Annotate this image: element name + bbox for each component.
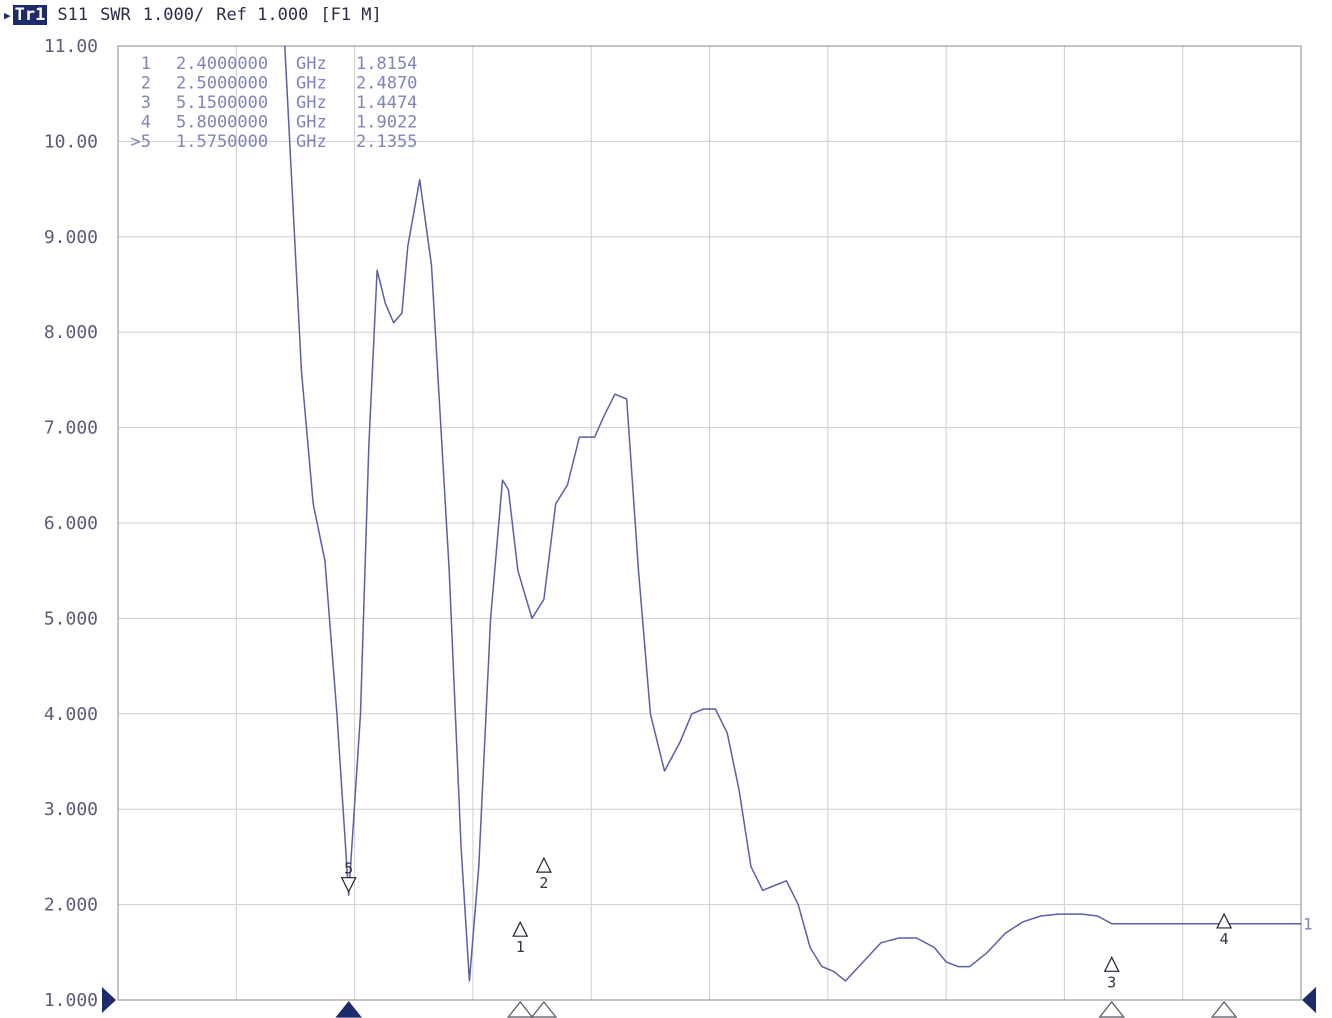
marker-table-unit: GHz (296, 54, 327, 74)
marker-2-label: 2 (539, 874, 548, 892)
y-tick-label: 2.000 (44, 895, 98, 916)
marker-5-label: 5 (344, 860, 353, 878)
marker-table: 1 2.4000000 GHz 1.8154 2 2.5000000 GHz 2.4870 3 5… (131, 54, 418, 152)
trace-scale: 1.000/ (142, 5, 205, 25)
marker-table-unit: GHz (296, 93, 327, 113)
marker-4-icon[interactable] (1216, 912, 1233, 929)
marker-1-icon[interactable] (512, 920, 529, 937)
plot-frame (117, 45, 1302, 1001)
marker-3-icon[interactable] (1103, 955, 1120, 972)
reference-left-arrow-icon (102, 987, 116, 1013)
trace-channel: [F1 M] (320, 5, 382, 25)
y-tick-label: 9.000 (44, 227, 98, 248)
marker-table-value: 1.9022 (356, 113, 417, 133)
marker-table-id: 3 (141, 93, 151, 113)
marker-2-icon[interactable] (535, 856, 552, 873)
y-tick-label: 11.00 (44, 36, 98, 57)
marker-4-edge-icon[interactable] (1210, 1001, 1238, 1018)
marker-table-unit: GHz (296, 132, 327, 152)
y-tick-label: 7.000 (44, 418, 98, 439)
marker-1-edge-icon[interactable] (506, 1001, 534, 1018)
marker-3-label: 3 (1107, 973, 1116, 991)
trace-tag[interactable]: Tr1 (12, 5, 48, 25)
trace-header: ▶ Tr1 S11 SWR 1.000/ Ref 1.000 [F1 M] (4, 3, 394, 27)
marker-table-id: 1 (141, 54, 151, 74)
y-tick-label: 6.000 (44, 513, 98, 534)
y-tick-label: 1.000 (44, 990, 98, 1011)
edge-indicators (102, 987, 1316, 1013)
reference-right-arrow-icon (1302, 987, 1316, 1013)
y-tick-label: 4.000 (44, 704, 98, 725)
marker-table-freq: 2.4000000 (176, 54, 268, 74)
marker-table-value: 2.1355 (356, 132, 417, 152)
trace-end-label: 1 (1303, 915, 1313, 934)
marker-table-value: 1.4474 (356, 93, 417, 113)
marker-layer[interactable]: 5 1 2 3 4 (335, 856, 1238, 1018)
marker-table-freq: 5.8000000 (176, 113, 268, 133)
y-axis-tick-labels: 11.00 10.00 9.000 8.000 7.000 6.000 5.000 4.000… (44, 36, 98, 1011)
marker-5-icon[interactable] (340, 877, 357, 894)
grid-lines (118, 46, 1301, 1000)
marker-4-label: 4 (1220, 930, 1229, 948)
marker-table-freq: 2.5000000 (176, 74, 268, 94)
y-tick-label: 3.000 (44, 799, 98, 820)
y-tick-label: 10.00 (44, 131, 98, 152)
marker-5-edge-icon[interactable] (335, 1001, 362, 1018)
y-tick-label: 8.000 (44, 322, 98, 343)
y-tick-label: 5.000 (44, 608, 98, 629)
trace-line (284, 45, 1301, 982)
marker-table-id: 4 (141, 113, 151, 133)
trace-layer: 1 (284, 45, 1313, 982)
marker-table-freq: 1.5750000 (176, 132, 268, 152)
marker-table-unit: GHz (296, 113, 327, 133)
active-trace-arrow-icon: ▶ (4, 8, 11, 22)
marker-1-label: 1 (516, 938, 525, 956)
marker-3-edge-icon[interactable] (1098, 1001, 1125, 1018)
trace-parameter: S11 (57, 5, 89, 25)
marker-table-value: 1.8154 (356, 54, 417, 74)
marker-2-edge-icon[interactable] (530, 1001, 558, 1018)
marker-table-value: 2.4870 (356, 74, 417, 94)
trace-ref: Ref 1.000 (216, 5, 309, 25)
marker-table-id: 2 (141, 74, 151, 94)
marker-table-id: >5 (131, 132, 151, 152)
marker-table-freq: 5.1500000 (176, 93, 268, 113)
marker-table-unit: GHz (296, 74, 327, 94)
trace-format: SWR (100, 5, 131, 25)
